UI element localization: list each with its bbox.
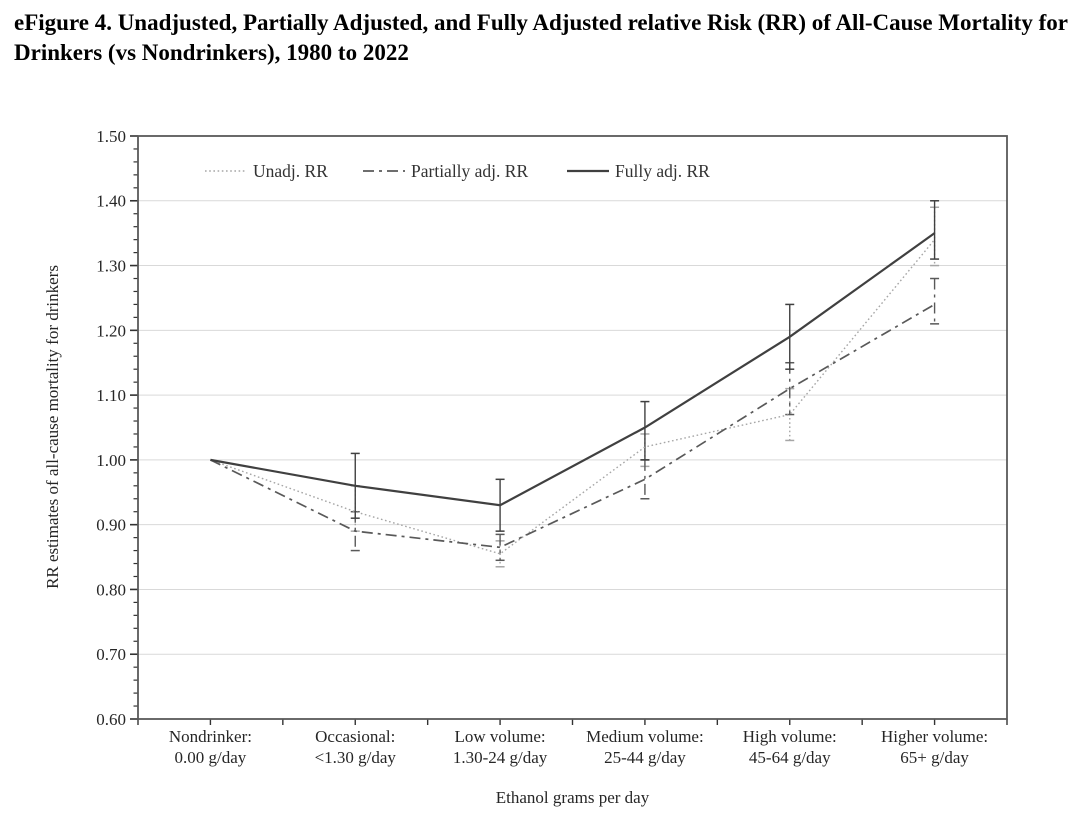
legend-item-partially-adj-rr: Partially adj. RR	[363, 161, 528, 181]
y-tick-label: 1.50	[96, 127, 126, 146]
gridlines	[138, 200, 1007, 655]
y-tick-label: 0.80	[96, 580, 126, 599]
legend: Unadj. RR Partially adj. RR Fully adj. RR	[205, 161, 710, 181]
y-tick-label: 0.70	[96, 645, 126, 664]
x-axis: Nondrinker: 0.00 g/day Occasional: <1.30 g/…	[137, 719, 1008, 767]
x-category-label: High volume: 45-64 g/day	[743, 727, 837, 767]
y-tick-label: 0.60	[96, 710, 126, 729]
legend-item-fully-adj-rr: Fully adj. RR	[567, 161, 710, 181]
y-axis: 0.60 0.70 0.80 0.90 1.00 1.10 1.20 1.30 1.40 1.50	[96, 127, 138, 729]
figure-title: eFigure 4. Unadjusted, Partially Adjuste…	[14, 10, 1068, 66]
y-tick-label: 1.40	[96, 192, 126, 211]
legend-item-unadj-rr: Unadj. RR	[205, 161, 328, 181]
legend-label: Fully adj. RR	[615, 161, 710, 181]
series-line-partially-adj-rr	[210, 303, 936, 549]
y-tick-label: 0.90	[96, 516, 126, 535]
y-tick-label: 1.20	[96, 321, 126, 340]
y-tick-label: 1.00	[96, 451, 126, 470]
x-category-label: Low volume: 1.30-24 g/day	[453, 727, 548, 767]
error-bars-unadj-rr	[350, 206, 940, 568]
x-axis-title: Ethanol grams per day	[496, 788, 650, 807]
y-axis-title: RR estimates of all-cause mortality for …	[43, 265, 62, 589]
y-tick-label: 1.10	[96, 386, 126, 405]
x-category-label: Occasional: <1.30 g/day	[315, 727, 397, 767]
x-category-label: Nondrinker: 0.00 g/day	[169, 727, 252, 767]
x-category-label: Higher volume: 65+ g/day	[881, 727, 988, 767]
error-bars-fully-adj-rr	[350, 200, 940, 532]
x-category-label: Medium volume: 25-44 g/day	[586, 727, 704, 767]
series-line-unadj-rr	[210, 239, 936, 555]
y-tick-label: 1.30	[96, 257, 126, 276]
series-line-fully-adj-rr	[210, 232, 936, 507]
plot-border	[137, 135, 1008, 720]
legend-label: Unadj. RR	[253, 161, 328, 181]
legend-label: Partially adj. RR	[411, 161, 528, 181]
